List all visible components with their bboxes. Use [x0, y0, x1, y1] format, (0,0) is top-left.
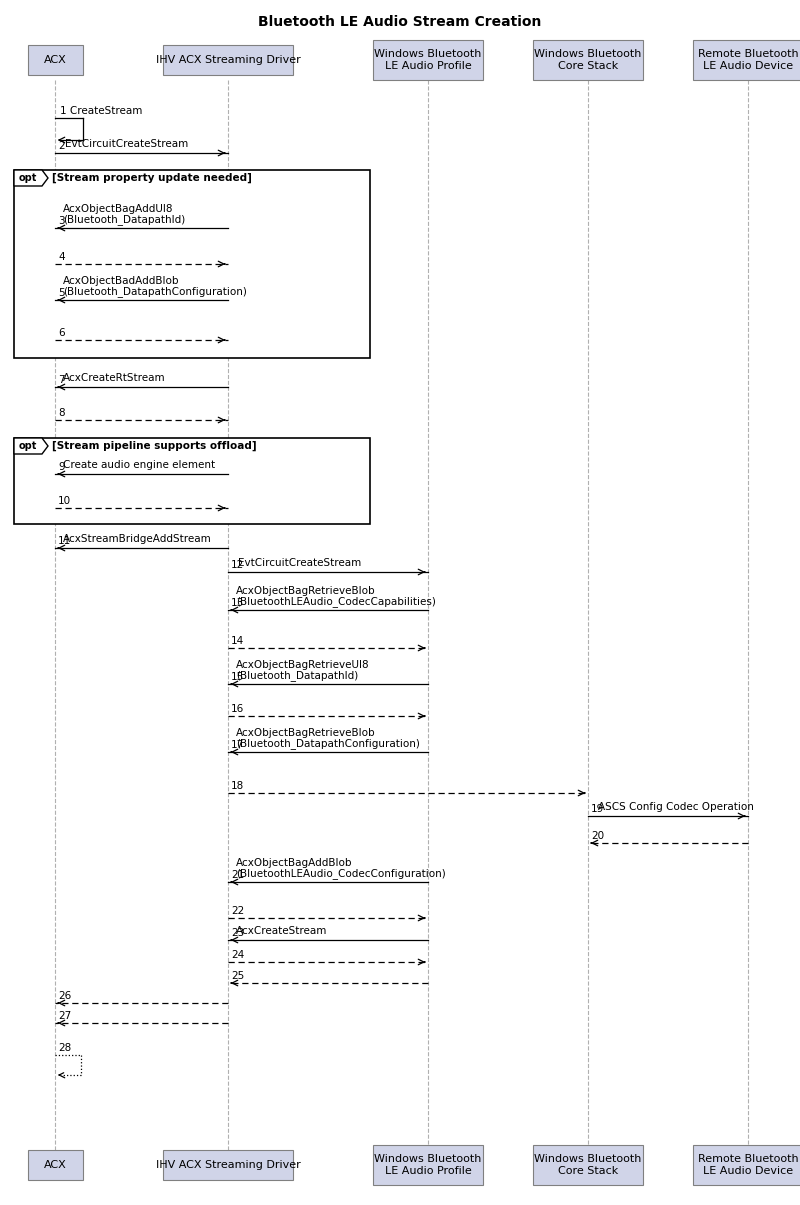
Text: AcxObjectBagRetrieveBlob: AcxObjectBagRetrieveBlob: [236, 728, 376, 737]
Text: (Bluetooth_DatapathId): (Bluetooth_DatapathId): [63, 214, 186, 225]
Text: 25: 25: [231, 971, 244, 981]
Text: AcxObjectBagAddBlob: AcxObjectBagAddBlob: [236, 858, 353, 868]
Text: IHV ACX Streaming Driver: IHV ACX Streaming Driver: [156, 55, 300, 65]
Text: 26: 26: [58, 991, 71, 1001]
Bar: [693, 1145, 800, 1185]
Text: AcxObjectBagAddUI8: AcxObjectBagAddUI8: [63, 204, 174, 214]
Text: 27: 27: [58, 1011, 71, 1021]
Text: Create audio engine element: Create audio engine element: [63, 460, 215, 470]
Bar: [14, 170, 370, 358]
Text: 23: 23: [231, 928, 244, 937]
Text: 16: 16: [231, 704, 244, 715]
Text: 8: 8: [58, 408, 65, 418]
Text: (Bluetooth_DatapathConfiguration): (Bluetooth_DatapathConfiguration): [63, 286, 247, 296]
Bar: [533, 40, 643, 80]
Text: Remote Bluetooth
LE Audio Device: Remote Bluetooth LE Audio Device: [698, 1154, 798, 1176]
Text: 28: 28: [58, 1044, 71, 1053]
Text: 14: 14: [231, 636, 244, 646]
Polygon shape: [14, 437, 48, 454]
Text: 11: 11: [58, 536, 71, 546]
Text: [Stream pipeline supports offload]: [Stream pipeline supports offload]: [52, 441, 257, 451]
Text: AcxObjectBagRetrieveBlob: AcxObjectBagRetrieveBlob: [236, 586, 376, 596]
Text: [Stream property update needed]: [Stream property update needed]: [52, 172, 252, 183]
Text: 19: 19: [591, 804, 604, 815]
Text: AcxCreateRtStream: AcxCreateRtStream: [63, 374, 166, 383]
Text: 17: 17: [231, 740, 244, 750]
Text: Windows Bluetooth
Core Stack: Windows Bluetooth Core Stack: [534, 48, 642, 71]
Text: 1 CreateStream: 1 CreateStream: [60, 106, 142, 116]
Text: ASCS Config Codec Operation: ASCS Config Codec Operation: [598, 803, 754, 812]
Bar: [693, 40, 800, 80]
Text: 18: 18: [231, 781, 244, 790]
Text: ACX: ACX: [44, 55, 66, 65]
Text: Windows Bluetooth
LE Audio Profile: Windows Bluetooth LE Audio Profile: [374, 48, 482, 71]
Text: 22: 22: [231, 906, 244, 916]
Text: ACX: ACX: [44, 1160, 66, 1170]
Bar: [533, 1145, 643, 1185]
Text: AcxObjectBadAddBlob: AcxObjectBadAddBlob: [63, 276, 179, 286]
Text: 6: 6: [58, 328, 65, 337]
Text: Remote Bluetooth
LE Audio Device: Remote Bluetooth LE Audio Device: [698, 48, 798, 71]
Text: 21: 21: [231, 870, 244, 880]
Text: 20: 20: [591, 831, 604, 841]
Bar: [14, 437, 370, 524]
Text: IHV ACX Streaming Driver: IHV ACX Streaming Driver: [156, 1160, 300, 1170]
Text: 4: 4: [58, 252, 65, 261]
Text: 3: 3: [58, 216, 65, 227]
Text: opt: opt: [19, 174, 37, 183]
Text: (BluetoothLEAudio_CodecConfiguration): (BluetoothLEAudio_CodecConfiguration): [236, 868, 446, 878]
Text: Windows Bluetooth
Core Stack: Windows Bluetooth Core Stack: [534, 1154, 642, 1176]
Bar: [373, 40, 483, 80]
Text: 7: 7: [58, 375, 65, 386]
Polygon shape: [14, 170, 48, 186]
Text: AcxObjectBagRetrieveUI8: AcxObjectBagRetrieveUI8: [236, 660, 370, 670]
Text: 13: 13: [231, 598, 244, 609]
Text: (Bluetooth_DatapathId): (Bluetooth_DatapathId): [236, 670, 358, 681]
Text: EvtCircuitCreateStream: EvtCircuitCreateStream: [65, 139, 188, 149]
Bar: [373, 1145, 483, 1185]
Bar: [163, 45, 293, 75]
Bar: [27, 45, 82, 75]
Text: AcxCreateStream: AcxCreateStream: [236, 925, 327, 936]
Bar: [163, 1150, 293, 1180]
Text: (Bluetooth_DatapathConfiguration): (Bluetooth_DatapathConfiguration): [236, 739, 420, 750]
Text: 9: 9: [58, 462, 65, 472]
Text: Bluetooth LE Audio Stream Creation: Bluetooth LE Audio Stream Creation: [258, 14, 542, 29]
Text: 2: 2: [58, 141, 65, 151]
Text: 5: 5: [58, 288, 65, 298]
Text: (BluetoothLEAudio_CodecCapabilities): (BluetoothLEAudio_CodecCapabilities): [236, 596, 436, 607]
Text: 10: 10: [58, 496, 71, 506]
Text: 15: 15: [231, 672, 244, 682]
Text: AcxStreamBridgeAddStream: AcxStreamBridgeAddStream: [63, 534, 212, 543]
Text: 12: 12: [231, 560, 244, 570]
Text: Windows Bluetooth
LE Audio Profile: Windows Bluetooth LE Audio Profile: [374, 1154, 482, 1176]
Text: EvtCircuitCreateStream: EvtCircuitCreateStream: [238, 558, 362, 568]
Text: opt: opt: [19, 441, 37, 451]
Text: 24: 24: [231, 950, 244, 960]
Bar: [27, 1150, 82, 1180]
